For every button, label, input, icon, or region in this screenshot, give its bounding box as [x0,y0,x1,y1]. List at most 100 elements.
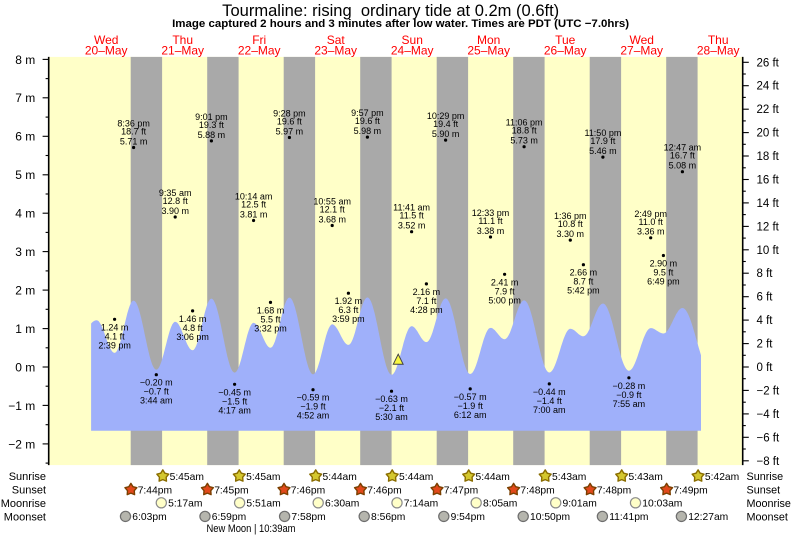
svg-text:7:48pm: 7:48pm [597,485,631,496]
svg-text:−2 ft: −2 ft [757,385,781,397]
svg-text:8 m: 8 m [15,53,35,67]
svg-text:5:42am: 5:42am [705,472,739,483]
svg-text:11:06 pm: 11:06 pm [506,118,543,128]
svg-text:5:30 am: 5:30 am [375,412,408,422]
svg-text:7:58pm: 7:58pm [291,512,325,523]
svg-text:24 ft: 24 ft [757,81,780,93]
svg-text:11:50 pm: 11:50 pm [584,128,621,138]
svg-text:16 ft: 16 ft [757,175,780,187]
svg-text:8:05am: 8:05am [483,499,517,510]
svg-text:19.6 ft: 19.6 ft [355,116,381,126]
svg-text:−0.20 m: −0.20 m [140,378,173,388]
svg-text:19.4 ft: 19.4 ft [433,119,459,129]
svg-text:Mon: Mon [477,33,500,47]
svg-text:Sun: Sun [402,33,423,47]
svg-text:5.98 m: 5.98 m [354,126,382,136]
svg-text:5.5 ft: 5.5 ft [260,314,281,324]
svg-text:3.52 m: 3.52 m [398,221,426,231]
svg-text:2.90 m: 2.90 m [650,259,678,269]
svg-text:3.81 m: 3.81 m [240,209,268,219]
svg-text:12:27am: 12:27am [688,512,728,523]
svg-text:7.9 ft: 7.9 ft [495,286,516,296]
svg-text:14 ft: 14 ft [757,198,780,210]
svg-text:10.8 ft: 10.8 ft [558,219,584,229]
svg-text:Moonrise: Moonrise [747,498,791,510]
svg-text:3:59 pm: 3:59 pm [332,314,365,324]
svg-text:7:55 am: 7:55 am [613,399,646,409]
svg-text:5:17am: 5:17am [168,499,202,510]
svg-text:8.7 ft: 8.7 ft [573,277,594,287]
svg-text:4:52 am: 4:52 am [297,411,330,421]
svg-text:New Moon | 10:39am: New Moon | 10:39am [207,523,296,535]
svg-text:20 ft: 20 ft [757,128,780,140]
svg-text:Sunrise: Sunrise [9,471,46,483]
svg-text:5:45am: 5:45am [246,472,280,483]
svg-text:5:42 pm: 5:42 pm [567,286,600,296]
svg-text:20–May: 20–May [85,44,128,58]
svg-text:9.5 ft: 9.5 ft [653,268,674,278]
svg-text:Sunset: Sunset [747,485,781,497]
svg-text:9:57 pm: 9:57 pm [351,108,384,118]
svg-text:2 ft: 2 ft [757,339,774,351]
svg-text:6 m: 6 m [15,130,35,144]
svg-text:Tourmaline: rising ordinary t: Tourmaline: rising ordinary tide at 0.2m… [222,2,559,20]
svg-text:0 ft: 0 ft [757,362,774,374]
svg-text:9:28 pm: 9:28 pm [273,109,306,119]
svg-text:12:47 am: 12:47 am [664,143,702,153]
svg-text:7:00 am: 7:00 am [533,405,566,415]
svg-text:11.1 ft: 11.1 ft [478,216,503,226]
svg-text:28–May: 28–May [697,44,740,58]
svg-text:7:14am: 7:14am [404,499,438,510]
svg-text:12.5 ft: 12.5 ft [241,200,267,210]
svg-text:11.5 ft: 11.5 ft [399,211,424,221]
svg-text:9:35 am: 9:35 am [159,188,192,198]
svg-text:2 m: 2 m [15,284,35,298]
svg-text:−1.9 ft: −1.9 ft [458,401,484,411]
svg-text:7:48pm: 7:48pm [520,485,554,496]
svg-text:Moonset: Moonset [747,511,788,523]
svg-text:12.1 ft: 12.1 ft [320,205,346,215]
svg-text:1.68 m: 1.68 m [257,305,285,315]
svg-text:10 ft: 10 ft [757,245,780,257]
svg-text:4:28 pm: 4:28 pm [410,305,443,315]
svg-text:4 m: 4 m [15,207,35,221]
svg-text:5:00 pm: 5:00 pm [488,295,521,305]
svg-text:8:56pm: 8:56pm [371,512,405,523]
svg-text:3.36 m: 3.36 m [637,227,665,237]
svg-text:10:03am: 10:03am [642,499,682,510]
svg-text:6:12 am: 6:12 am [454,410,487,420]
svg-text:12:33 pm: 12:33 pm [472,208,510,218]
svg-text:3.30 m: 3.30 m [557,229,585,239]
svg-text:24–May: 24–May [391,44,434,58]
svg-text:7:45pm: 7:45pm [214,485,248,496]
svg-text:5.88 m: 5.88 m [198,130,226,140]
svg-text:4:17 am: 4:17 am [218,405,251,415]
svg-text:10:14 am: 10:14 am [235,192,273,202]
svg-text:−0.59 m: −0.59 m [297,393,330,403]
svg-text:−2.1 ft: −2.1 ft [379,403,405,413]
svg-text:10:55 am: 10:55 am [313,197,351,207]
svg-text:5:44am: 5:44am [476,472,510,483]
svg-text:7:47pm: 7:47pm [444,485,478,496]
svg-text:Image captured 2 hours and 3 m: Image captured 2 hours and 3 minutes aft… [172,18,629,30]
svg-text:0 m: 0 m [15,360,35,374]
svg-text:4.1 ft: 4.1 ft [105,331,126,341]
svg-text:22–May: 22–May [238,44,281,58]
svg-text:6:30am: 6:30am [325,499,359,510]
svg-text:−0.45 m: −0.45 m [218,387,251,397]
svg-text:−0.63 m: −0.63 m [375,394,408,404]
svg-text:1:36 pm: 1:36 pm [554,211,587,221]
svg-text:5:44am: 5:44am [399,472,433,483]
svg-text:7.1 ft: 7.1 ft [416,296,437,306]
svg-text:2:39 pm: 2:39 pm [98,340,131,350]
svg-text:4.8 ft: 4.8 ft [183,323,204,333]
svg-text:5 m: 5 m [15,168,35,182]
svg-text:8 ft: 8 ft [757,268,774,280]
svg-text:12 ft: 12 ft [757,221,780,233]
svg-text:5.46 m: 5.46 m [589,146,617,156]
svg-text:3.38 m: 3.38 m [477,226,505,236]
svg-text:7:44pm: 7:44pm [138,485,172,496]
svg-text:5:43am: 5:43am [552,472,586,483]
svg-text:−1 m: −1 m [8,399,35,413]
svg-text:Wed: Wed [94,33,118,47]
